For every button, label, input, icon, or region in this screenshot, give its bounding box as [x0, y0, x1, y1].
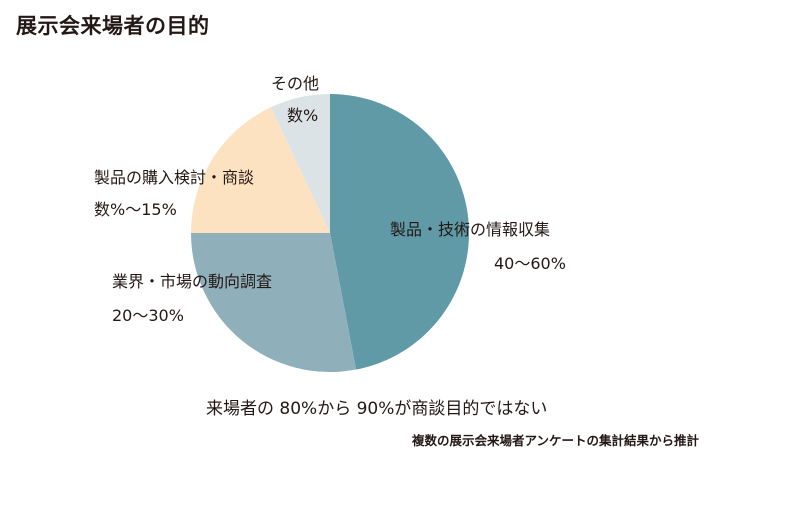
pie-slice-purchase	[191, 107, 330, 233]
slice-label-market: 業界・市場の動向調査	[112, 272, 273, 291]
slice-range-purchase: 数%〜15%	[94, 200, 177, 219]
slice-range-market: 20〜30%	[112, 306, 184, 325]
pie-slice-market	[191, 233, 357, 373]
slice-range-info: 40〜60%	[494, 254, 566, 273]
slice-label-purchase: 製品の購入検討・商談	[94, 168, 255, 187]
pie-slice-info	[330, 94, 470, 370]
slice-range-other: 数%	[287, 106, 319, 125]
pie-slice-other	[270, 94, 330, 233]
source-note: 複数の展示会来場者アンケートの集計結果から推計	[412, 433, 700, 448]
slice-label-info: 製品・技術の情報収集	[390, 220, 551, 239]
slice-label-other: その他	[271, 74, 320, 93]
chart-title: 展示会来場者の目的	[16, 14, 210, 38]
chart-annotation: 来場者の 80%から 90%が商談目的ではない	[206, 399, 548, 419]
